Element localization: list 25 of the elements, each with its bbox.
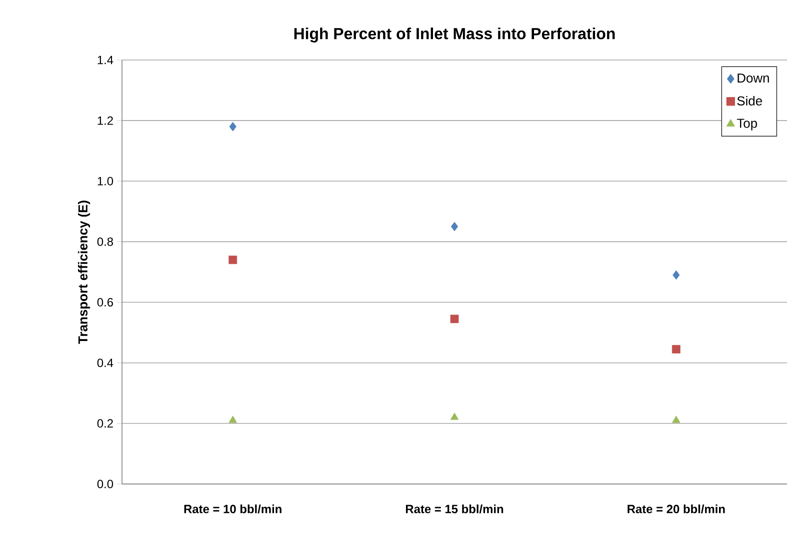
legend-label: Down [738,74,769,83]
y-tick-label: 1.2 [98,116,113,125]
point [229,122,236,132]
x-tick-label: Rate = 15 bbl/min [406,504,504,514]
point [228,256,238,264]
point [450,412,459,420]
point [672,416,680,423]
legend-label: Top [736,118,757,130]
point [228,416,237,423]
legend-label: Side [737,96,762,106]
point [450,314,459,324]
x-tick-label: Rate = 20 bbl/min [628,504,725,514]
point [450,222,458,232]
y-tick-label: 0.2 [97,419,113,428]
y-tick-label: 0.0 [97,480,114,488]
chart-title: High Percent of Inlet Mass into Perforation [294,28,615,42]
point [672,270,680,280]
y-tick-label: 1.0 [98,176,114,186]
y-tick-label: 0.8 [97,237,113,246]
x-tick-label: Rate = 10 bbl/min [184,504,282,514]
y-axis-title: Transport efficiency (E) [78,200,90,344]
y-tick-label: 0.4 [97,358,114,368]
point [672,345,680,354]
y-tick-label: 0.6 [97,298,113,306]
y-tick-label: 1.4 [98,56,114,64]
